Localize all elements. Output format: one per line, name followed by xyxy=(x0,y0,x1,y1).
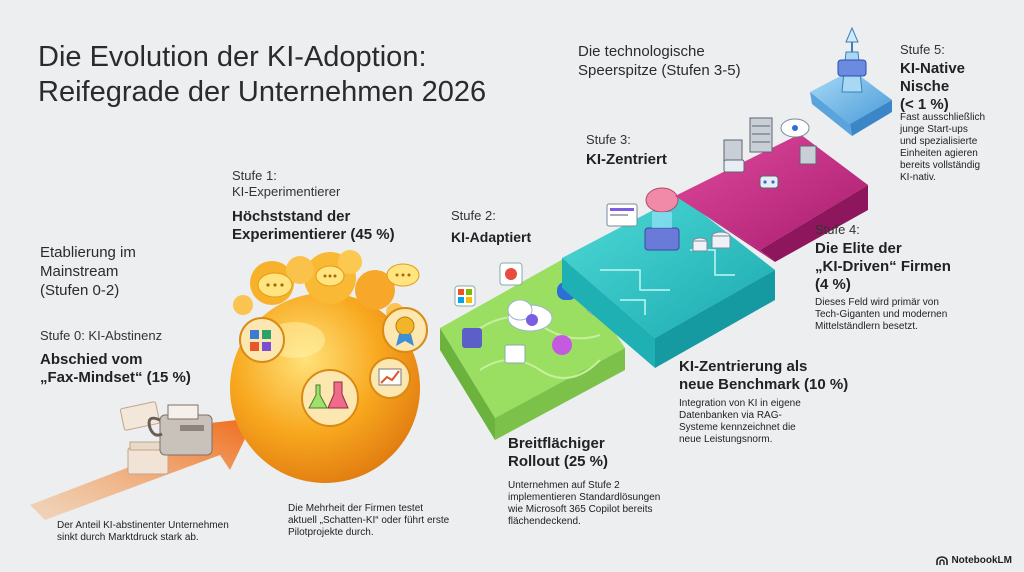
stage2-head-2: Rollout (25 %) xyxy=(508,453,608,470)
chemistry-bubble-icon xyxy=(301,369,359,427)
stage2-head-block: Breitflächiger Rollout (25 %) xyxy=(508,435,608,471)
stage4-block: Stufe 4: Die Elite der „KI-Driven“ Firme… xyxy=(815,222,951,294)
medal-bubble-icon xyxy=(382,307,428,353)
page-title: Die Evolution der KI-Adoption: Reifegrad… xyxy=(38,40,486,110)
stage0-desc-1: Der Anteil KI-abstinenter Unternehmen xyxy=(57,520,229,531)
group-spitze-line2: Speerspitze (Stufen 3-5) xyxy=(578,62,741,79)
monitor-icon xyxy=(606,203,638,227)
stage1-block: Stufe 1: KI-Experimentierer Höchststand … xyxy=(232,168,395,244)
fax-machine-icon xyxy=(119,401,213,475)
stage2-desc-4: flächendeckend. xyxy=(508,516,581,527)
stage3-block: Stufe 3: KI-Zentriert xyxy=(586,132,667,169)
stage1-desc-1: Die Mehrheit der Firmen testet xyxy=(288,503,424,514)
stage4-head-3: (4 %) xyxy=(815,276,851,293)
group-mainstream: Etablierung im Mainstream (Stufen 0-2) xyxy=(40,243,136,300)
stage3-desc-3: Systeme kennzeichnet die xyxy=(679,422,796,433)
stage2-block: Stufe 2: KI-Adaptiert xyxy=(451,208,531,246)
stage3-desc-1: Integration von KI in eigene xyxy=(679,398,801,409)
stage1-desc-3: Pilotprojekte durch. xyxy=(288,527,374,538)
stage5-desc-6: KI-nativ. xyxy=(900,172,936,183)
stage4-desc: Dieses Feld wird primär von Tech-Gigante… xyxy=(815,297,947,333)
title-line-1: Die Evolution der KI-Adoption: xyxy=(38,41,427,73)
stage1-label: Stufe 1: xyxy=(232,168,277,183)
stage0-desc: Der Anteil KI-abstinenter Unternehmen si… xyxy=(57,520,229,544)
chart-bubble-icon xyxy=(369,357,411,399)
cloud-network-icon xyxy=(780,118,810,138)
stage5-desc-1: Fast ausschließlich xyxy=(900,112,986,123)
stage2-head-1: Breitflächiger xyxy=(508,435,605,452)
stage3-label: Stufe 3: xyxy=(586,132,631,147)
stage4-label: Stufe 4: xyxy=(815,222,860,237)
notebooklm-label: NotebookLM xyxy=(951,555,1012,566)
notebooklm-icon xyxy=(936,555,949,565)
stage3-head-block: KI-Zentrierung als neue Benchmark (10 %) xyxy=(679,358,848,394)
group-spitze-line1: Die technologische xyxy=(578,43,705,60)
stage1-sub: KI-Experimentierer xyxy=(232,184,341,199)
stage3-head-1: KI-Zentrierung als xyxy=(679,358,808,375)
stage4-head-1: Die Elite der xyxy=(815,240,902,257)
speech-bubble-icon xyxy=(257,263,420,298)
stage1-head-2: Experimentierer (45 %) xyxy=(232,226,395,243)
stage5-desc-4: Einheiten agieren xyxy=(900,148,978,159)
stage3-head-2: neue Benchmark (10 %) xyxy=(679,376,849,393)
stage4-head-2: „KI-Driven“ Firmen xyxy=(815,258,951,275)
stage3-desc-2: Datenbanken via RAG- xyxy=(679,410,782,421)
group-spitze: Die technologische Speerspitze (Stufen 3… xyxy=(578,42,741,80)
stage5-platform xyxy=(810,70,892,136)
cloud-icon xyxy=(507,299,553,332)
stage3-desc: Integration von KI in eigene Datenbanken… xyxy=(679,398,801,446)
stage5-label: Stufe 5: xyxy=(900,42,945,57)
group-mainstream-line3: (Stufen 0-2) xyxy=(40,282,120,299)
apps-bubble-icon xyxy=(239,317,285,363)
database-icon xyxy=(692,231,731,252)
stage3-sub: KI-Zentriert xyxy=(586,151,667,168)
stage5-head-2: Nische xyxy=(900,78,950,95)
stage2-label: Stufe 2: xyxy=(451,208,496,223)
stage2-desc-1: Unternehmen auf Stufe 2 xyxy=(508,480,620,491)
stage5-block: Stufe 5: KI-Native Nische (< 1 %) xyxy=(900,42,965,114)
stage4-desc-1: Dieses Feld wird primär von xyxy=(815,297,939,308)
stage5-desc-3: und spezialisierte xyxy=(900,136,978,147)
stage0-label: Stufe 0: KI-Abstinenz xyxy=(40,328,163,343)
brain-chip-icon xyxy=(644,187,680,251)
stage2-desc-3: wie Microsoft 365 Copilot bereits xyxy=(508,504,653,515)
stage5-desc-5: bereits vollständig xyxy=(900,160,981,171)
stage1-desc-2: aktuell „Schatten-KI“ oder führt erste xyxy=(288,515,450,526)
stage5-desc-2: junge Start-ups xyxy=(900,124,968,135)
stage2-desc: Unternehmen auf Stufe 2 implementieren S… xyxy=(508,480,660,528)
ai-tower-icon xyxy=(837,26,867,93)
robot-icon xyxy=(723,159,779,189)
stage5-desc: Fast ausschließlich junge Start-ups und … xyxy=(900,112,985,184)
stage4-desc-3: Mittelständlern besetzt. xyxy=(815,321,918,332)
stage3-desc-4: neue Leistungsnorm. xyxy=(679,434,773,445)
stage0-head-2: „Fax-Mindset“ (15 %) xyxy=(40,369,191,386)
stage2-sub: KI-Adaptiert xyxy=(451,229,532,245)
stage0-head-1: Abschied vom xyxy=(40,351,143,368)
notebooklm-logo: NotebookLM xyxy=(936,555,1012,566)
stage3-platform xyxy=(562,196,775,368)
stage1-head-1: Höchststand der xyxy=(232,208,351,225)
stage0-block: Stufe 0: KI-Abstinenz Abschied vom „Fax-… xyxy=(40,328,191,387)
stage4-desc-2: Tech-Giganten und modernen xyxy=(815,309,948,320)
stage0-desc-2: sinkt durch Marktdruck stark ab. xyxy=(57,532,199,543)
stage1-desc: Die Mehrheit der Firmen testet aktuell „… xyxy=(288,503,449,539)
stage2-desc-2: implementieren Standardlösungen xyxy=(508,492,661,503)
stage4-platform xyxy=(675,134,868,262)
title-line-2: Reifegrade der Unternehmen 2026 xyxy=(38,76,487,108)
stage5-head-3: (< 1 %) xyxy=(900,96,949,113)
group-mainstream-line1: Etablierung im xyxy=(40,244,136,261)
group-mainstream-line2: Mainstream xyxy=(40,263,119,280)
stage5-head-1: KI-Native xyxy=(900,60,966,77)
